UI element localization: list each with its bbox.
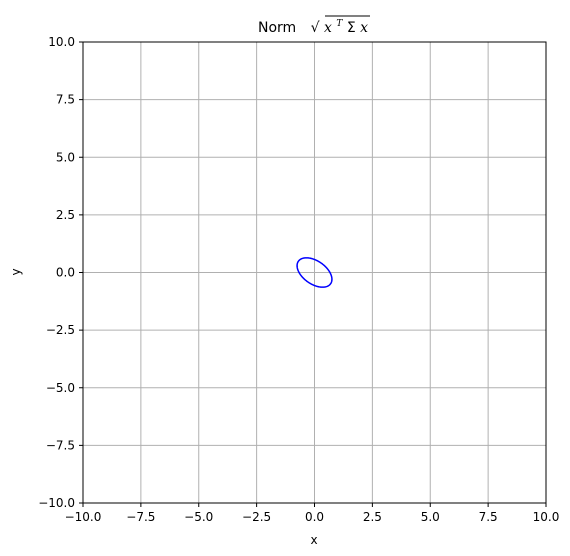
x-tick-label: −10.0 [65,510,102,524]
x-tick-label: −2.5 [242,510,271,524]
chart-title-text: Norm [258,20,296,36]
x-tick-label: 7.5 [479,510,498,524]
y-tick-label: 0.0 [56,266,75,280]
chart-title: Norm √ x T Σ x [258,14,368,36]
y-axis-label: y [9,268,23,275]
plot-area [296,257,333,288]
y-tick-label: 2.5 [56,208,75,222]
x-tick-label: 2.5 [363,510,382,524]
y-tick-label: 7.5 [56,93,75,107]
title-math-base: x [324,20,332,36]
y-tick-label: −5.0 [46,381,75,395]
y-tick-label: −2.5 [46,323,75,337]
title-radical: √ [311,20,320,36]
title-math-sigma: Σ [347,20,356,36]
x-tick-label: −7.5 [126,510,155,524]
x-tick-label: 0.0 [305,510,324,524]
x-tick-label: −5.0 [184,510,213,524]
y-tick-label: 5.0 [56,150,75,164]
y-tick-label: −10.0 [38,496,75,510]
grid [82,41,547,504]
title-math-tail: x [360,20,368,36]
y-tick-label: 10.0 [48,35,75,49]
title-math-superscript: T [336,19,343,29]
ticks: −10.0 −7.5 −5.0 −2.5 0.0 2.5 5.0 7.5 10.0 −10.0 −7… [38,35,559,524]
x-tick-label: 10.0 [533,510,560,524]
norm-ellipse-curve [296,257,333,288]
x-axis-label: x [310,533,317,547]
y-tick-label: −7.5 [46,438,75,452]
x-tick-label: 5.0 [421,510,440,524]
